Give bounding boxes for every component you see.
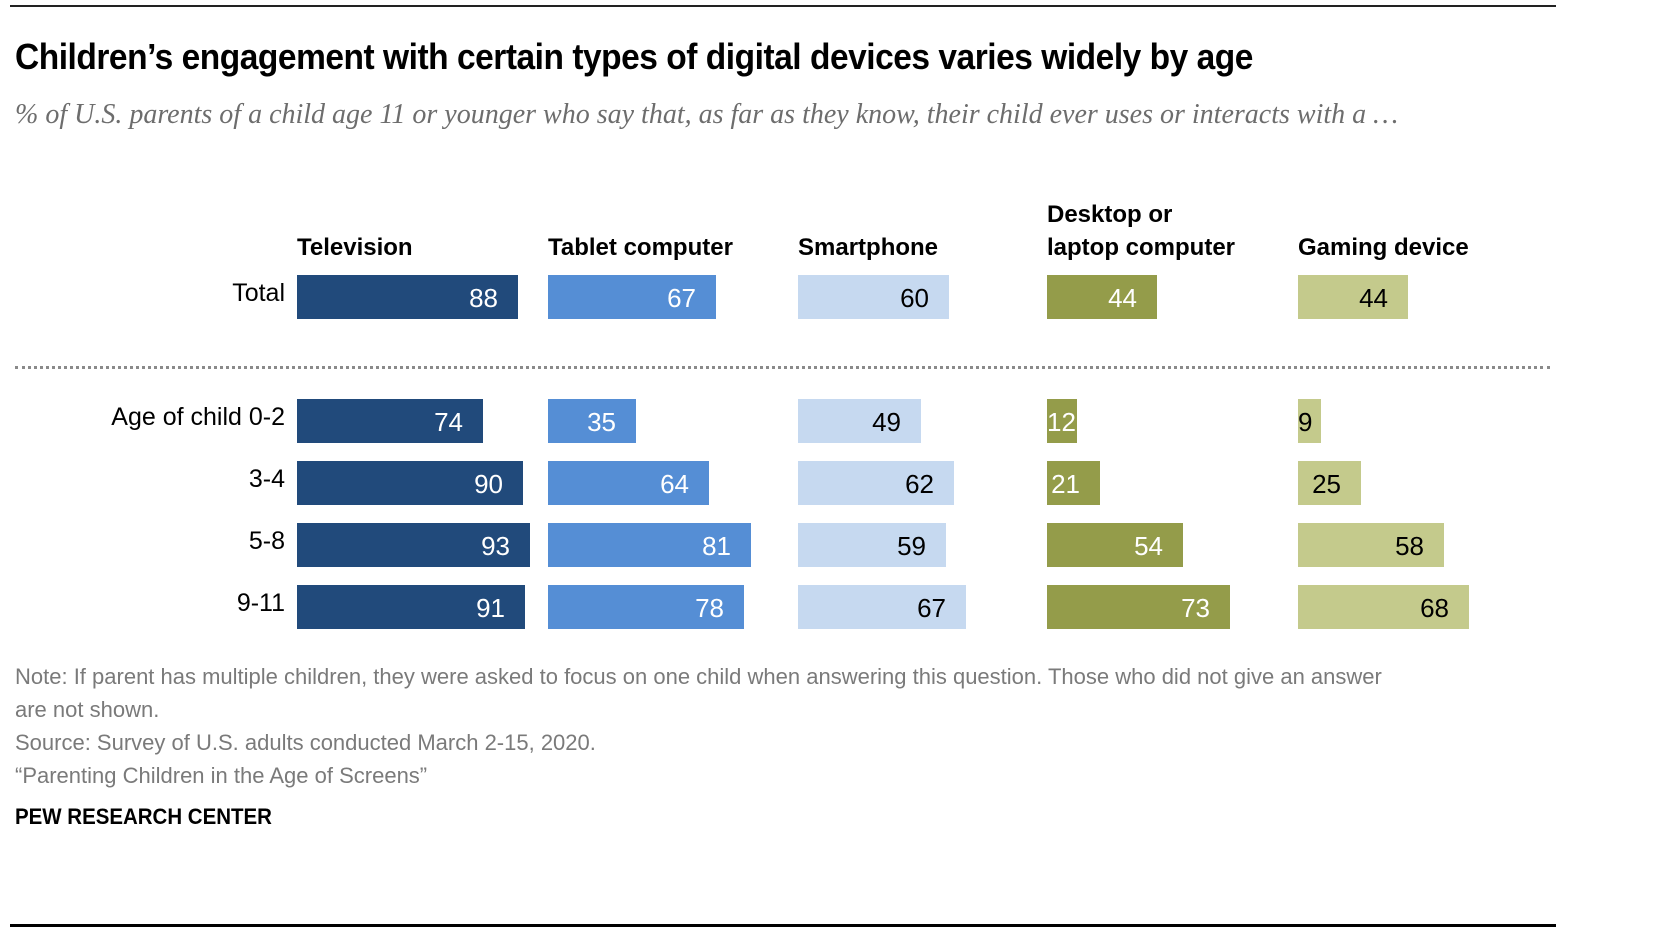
row-label: 9-11 [236,589,285,617]
bar [1047,399,1077,443]
column-header-5: Gaming device [1298,231,1469,264]
column-header-line: Smartphone [798,234,939,261]
footnotes: Note: If parent has multiple children, t… [15,660,1555,792]
column-header-1: Television [297,231,413,264]
column-header-line: laptop computer [1047,234,1236,261]
bar [297,461,523,505]
data-label: 44 [1359,283,1388,313]
report-title: “Parenting Children in the Age of Screen… [15,763,428,788]
data-label: 60 [900,283,929,313]
bar [798,523,946,567]
column-header-line: Television [297,234,413,261]
bar [1298,275,1408,319]
bar [548,399,636,443]
data-label: 73 [1181,593,1210,623]
data-label: 49 [872,407,901,437]
data-label: 12 [1047,407,1076,437]
column-header-4: Desktop or laptop computer [1047,198,1235,264]
note-text-line1: Note: If parent has multiple children, t… [15,664,1382,689]
row-label: 3-4 [248,465,285,493]
chart-title: Children’s engagement with certain types… [15,36,1253,77]
data-label: 67 [667,283,696,313]
bar [798,585,966,629]
brand-logo-text: PEW RESEARCH CENTER [15,804,272,829]
bar [1047,585,1230,629]
data-label: 64 [660,469,689,499]
bar [1047,523,1183,567]
bottom-rule [10,924,1556,927]
bar [548,461,709,505]
bar [798,461,954,505]
column-header-3: Smartphone [798,231,938,264]
bar [798,399,921,443]
row-label: Total [232,279,285,307]
bar [548,585,744,629]
bar [1298,399,1321,443]
row-label: 5-8 [248,527,285,555]
data-label: 74 [434,407,463,437]
data-label: 44 [1108,283,1137,313]
column-header-2: Tablet computer [548,231,733,264]
column-header-line: Tablet computer [548,234,733,261]
data-label: 67 [917,593,946,623]
row-label: Age of child 0-2 [111,403,285,431]
bar [1047,275,1157,319]
data-label: 78 [695,593,724,623]
data-label: 59 [897,531,926,561]
data-label: 88 [469,283,498,313]
separator-dotted-line [15,366,1550,369]
bar [1298,585,1469,629]
data-label: 9 [1298,407,1313,437]
source-text: Source: Survey of U.S. adults conducted … [15,730,596,755]
bar [798,275,949,319]
bar [1298,461,1361,505]
bar [548,523,751,567]
note-text-line2: are not shown. [15,697,160,722]
data-label: 90 [474,469,503,499]
bar [297,585,525,629]
data-label: 54 [1134,531,1163,561]
chart-subtitle: % of U.S. parents of a child age 11 or y… [15,99,1399,130]
column-header-line: Desktop or [1047,201,1173,228]
data-label: 58 [1395,531,1424,561]
data-label: 93 [481,531,510,561]
top-rule [10,5,1556,7]
data-label: 91 [476,593,505,623]
bar [297,275,518,319]
bar [548,275,716,319]
bar [1047,461,1100,505]
data-label: 21 [1051,469,1080,499]
bar [1298,523,1444,567]
data-label: 81 [702,531,731,561]
column-header-line: Gaming device [1298,234,1469,261]
data-label: 62 [905,469,934,499]
bar [297,399,483,443]
bar [297,523,530,567]
data-label: 25 [1312,469,1341,499]
data-label: 35 [587,407,616,437]
data-label: 68 [1420,593,1449,623]
